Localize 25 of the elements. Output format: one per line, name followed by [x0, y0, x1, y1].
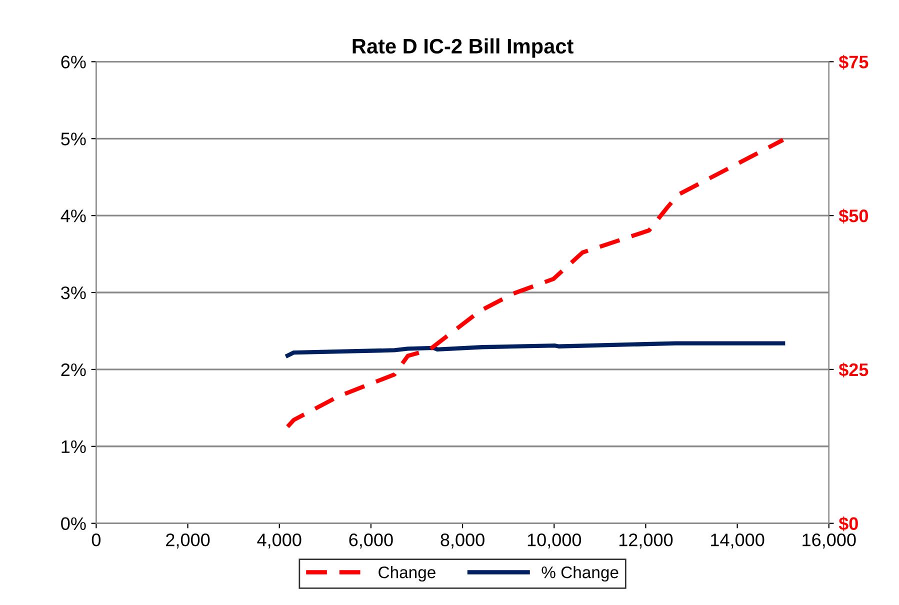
y2-tick-label: $50 [838, 208, 868, 224]
x-tick-label: 8,000 [440, 534, 484, 548]
y-tick-label: 0% [61, 517, 86, 530]
y2-tick-label: $0 [838, 516, 858, 532]
chart-title: Rate D IC-2 Bill Impact [352, 38, 574, 58]
y-tick-label: 2% [61, 363, 86, 376]
x-tick-label: 16,000 [802, 534, 856, 548]
x-tick-label: 10,000 [528, 534, 582, 548]
line-series [286, 138, 786, 429]
x-tick-label: 6,000 [349, 534, 393, 548]
x-tick-label: 12,000 [619, 534, 673, 548]
y2-tick-label: $75 [838, 54, 868, 70]
y-tick-label: 3% [61, 286, 86, 300]
x-tick-label: 4,000 [257, 534, 302, 548]
x-tick-label: 0 [92, 534, 101, 546]
y-tick-label: 4% [60, 210, 86, 222]
y2-tick-label: $25 [838, 362, 868, 378]
y-tick-label: 5% [61, 132, 86, 146]
legend-label: % Change [542, 566, 618, 582]
y-tick-label: 6% [61, 56, 86, 68]
legend-label: Change [378, 566, 436, 582]
x-tick-label: 2,000 [166, 534, 210, 548]
y-tick-label: 1% [62, 440, 86, 454]
line-series [286, 341, 786, 358]
x-tick-label: 14,000 [711, 534, 764, 548]
